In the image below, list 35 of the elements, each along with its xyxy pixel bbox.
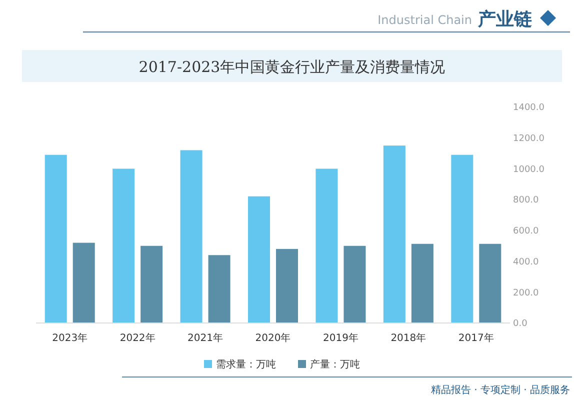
legend-label: 产量：万吨 — [310, 358, 360, 370]
x-tick-label: 2017年 — [458, 332, 494, 344]
bar — [180, 150, 202, 323]
bar — [411, 244, 434, 323]
bar — [72, 242, 95, 323]
y-tick-label: 1000.0 — [513, 164, 545, 175]
bar — [140, 246, 163, 323]
bar — [248, 196, 270, 323]
y-tick-label: 400.0 — [513, 257, 540, 268]
y-tick-label: 200.0 — [513, 288, 540, 298]
x-tick-label: 2018年 — [390, 332, 426, 344]
bar — [383, 146, 406, 323]
y-tick-label: 1400.0 — [513, 103, 545, 114]
x-tick-label: 2022年 — [120, 332, 156, 344]
y-tick-label: 1200.0 — [513, 134, 545, 144]
bar — [44, 154, 67, 323]
bar — [451, 154, 474, 323]
chart-title: 2017-2023年中国黄金行业产量及消费量情况 — [138, 58, 446, 76]
x-tick-label: 2021年 — [188, 332, 224, 344]
bar — [479, 244, 502, 323]
y-tick-label: 800.0 — [513, 196, 540, 206]
x-tick-label: 2020年 — [255, 332, 291, 344]
bar — [112, 168, 135, 323]
bar — [344, 246, 366, 323]
x-tick-label: 2023年 — [52, 332, 88, 344]
y-tick-label: 600.0 — [513, 226, 540, 237]
legend-label: 需求量：万吨 — [216, 358, 276, 370]
text: 精品报告 · 专项定制 · 品质服务 — [430, 384, 570, 396]
text: 产业链 — [477, 9, 533, 30]
y-tick-label: 0.0 — [513, 319, 528, 330]
text: Industrial Chain — [378, 13, 472, 27]
x-tick-label: 2019年 — [322, 332, 358, 344]
bar — [276, 248, 298, 323]
bar — [316, 168, 338, 323]
bar — [208, 255, 230, 323]
